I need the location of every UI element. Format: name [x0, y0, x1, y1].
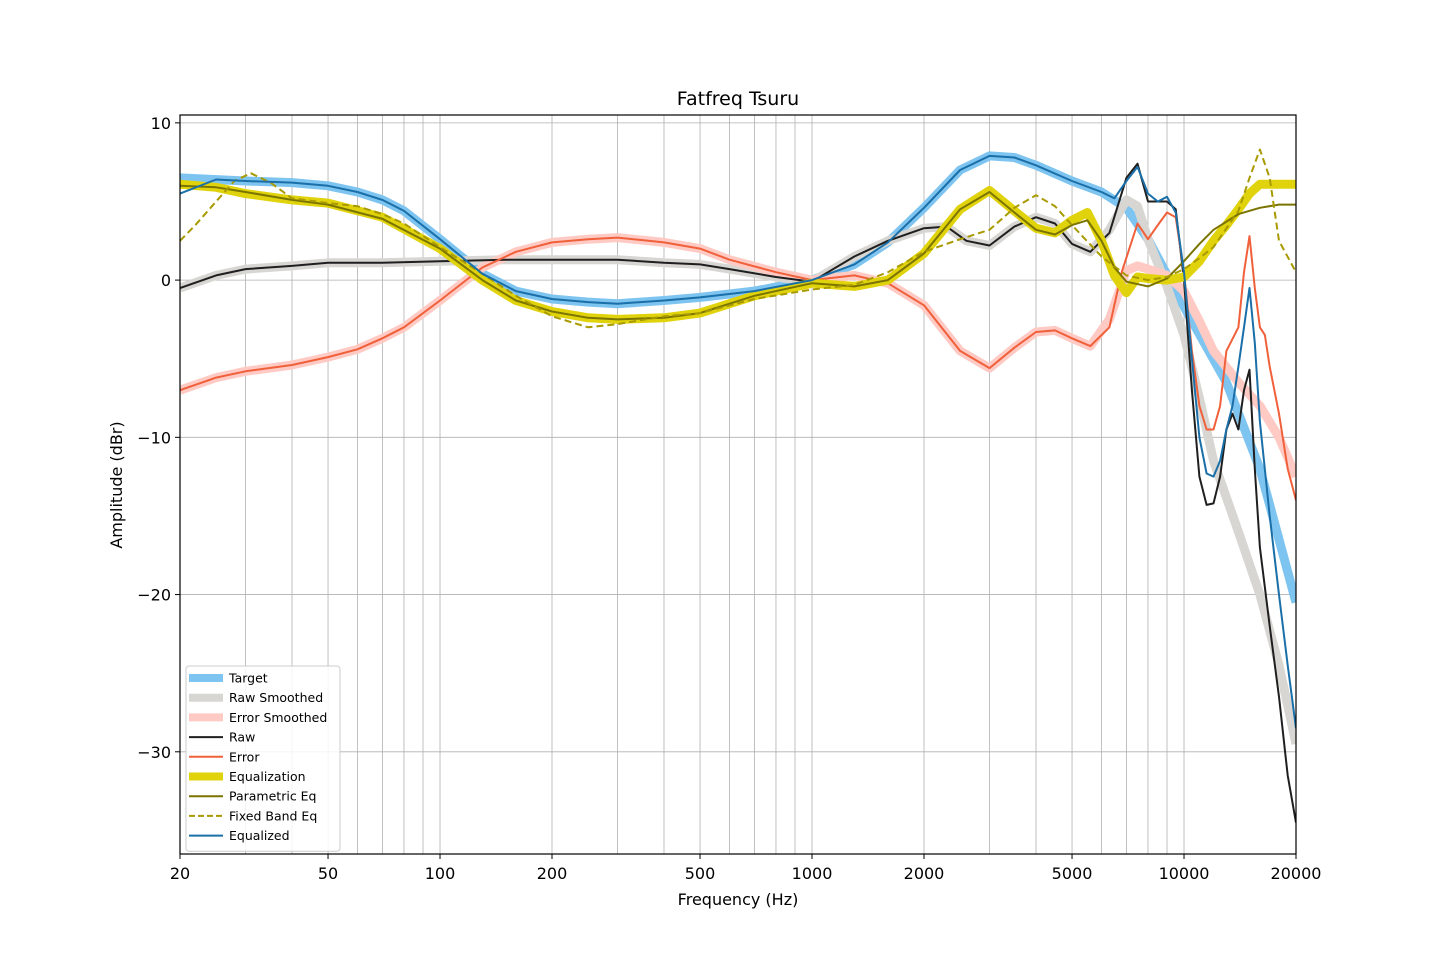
series-layer: [180, 148, 1296, 823]
legend: Target Raw Smoothed Error Smoothed Raw Error…: [185, 665, 341, 852]
legend-label-equalized: Equalized: [229, 828, 290, 843]
series-line-raw: [180, 162, 1296, 823]
y-tick-label: −10: [137, 428, 171, 447]
x-axis-label: Frequency (Hz): [678, 890, 799, 909]
legend-frame: [185, 665, 341, 852]
y-axis-label: Amplitude (dBr): [107, 421, 126, 548]
legend-label-error-smoothed: Error Smoothed: [229, 710, 327, 725]
legend-label-target: Target: [228, 671, 268, 686]
x-tick-label: 1000: [792, 864, 833, 883]
legend-label-error: Error: [229, 749, 260, 764]
x-tick-label: 20: [170, 864, 190, 883]
x-tick-label: 20000: [1271, 864, 1322, 883]
x-tick-label: 100: [425, 864, 456, 883]
y-tick-label: −30: [137, 743, 171, 762]
series-line-equalized: [180, 154, 1296, 729]
series-line-parametric-eq: [180, 184, 1296, 321]
legend-label-raw: Raw: [229, 730, 255, 745]
x-tick-label: 500: [685, 864, 716, 883]
legend-label-raw-smoothed: Raw Smoothed: [229, 690, 323, 705]
chart-title: Fatfreq Tsuru: [677, 88, 799, 110]
x-tick-label: 50: [318, 864, 338, 883]
y-tick-label: 0: [161, 271, 171, 290]
x-tick-label: 2000: [904, 864, 945, 883]
x-tick-label: 200: [537, 864, 568, 883]
legend-label-fixed-band-eq: Fixed Band Eq: [229, 808, 317, 823]
legend-label-parametric-eq: Parametric Eq: [229, 789, 317, 804]
y-tick-label: 10: [151, 114, 171, 133]
plot-frame: [179, 114, 1297, 855]
y-tick-label: −20: [137, 586, 171, 605]
x-tick-label: 10000: [1159, 864, 1210, 883]
tick-layer: 20 50 100 200 500 1000 2000 5000 10000 20000100−1…: [137, 114, 1321, 883]
series-line-error: [180, 211, 1296, 501]
legend-label-equalization: Equalization: [229, 769, 306, 784]
x-tick-label: 5000: [1052, 864, 1093, 883]
